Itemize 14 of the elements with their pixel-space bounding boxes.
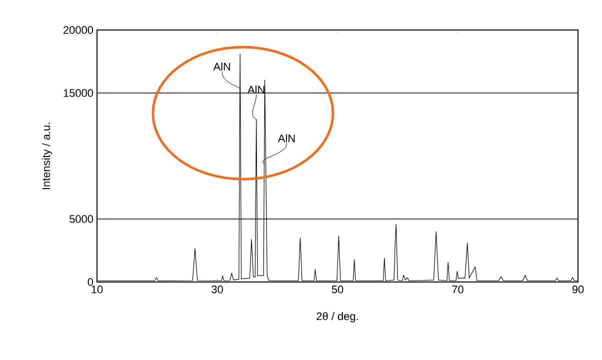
y-axis-title: Intensity / a.u. (42, 122, 52, 190)
annotation: AlN (278, 134, 295, 142)
y-tick-label: 15000 (64, 89, 94, 97)
x-axis-title: 2θ / deg. (316, 312, 358, 322)
x-tick-label: 90 (572, 286, 584, 294)
x-tick-label: 50 (332, 286, 344, 294)
x-tick-label: 10 (92, 286, 103, 294)
annotation: AlN (248, 85, 264, 94)
annotation: AlN (213, 62, 230, 70)
y-tick-label: 20000 (64, 26, 94, 34)
y-tick-label: 0 (88, 278, 94, 286)
x-tick-label: 70 (452, 286, 464, 294)
x-tick-label: 30 (212, 286, 223, 294)
y-tick-label: 5000 (70, 215, 94, 223)
